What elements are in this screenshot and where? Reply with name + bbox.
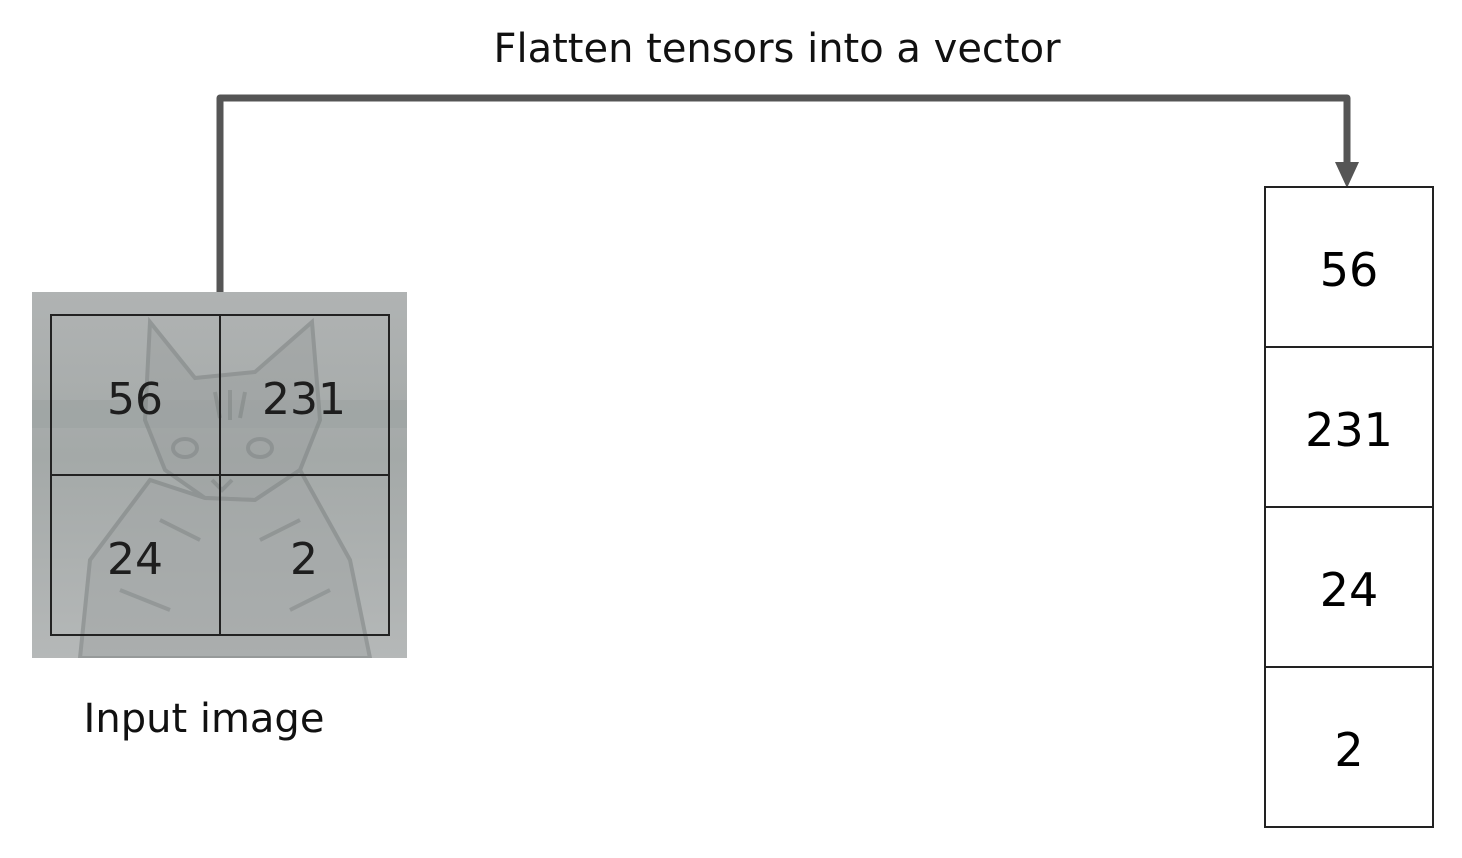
flatten-arrow [220, 98, 1359, 292]
output-vector: 56 231 24 2 [1265, 187, 1433, 827]
vector-cell-value: 56 [1320, 243, 1379, 297]
grid-cell-value: 56 [107, 374, 163, 425]
grid-cell-value: 231 [262, 374, 346, 425]
grid-cell-value: 2 [290, 534, 318, 585]
grid-cell-value: 24 [107, 534, 163, 585]
input-image-label: Input image [84, 696, 325, 742]
diagram-title: Flatten tensors into a vector [493, 26, 1061, 72]
vector-cell-value: 2 [1334, 723, 1363, 777]
vector-cell-value: 24 [1320, 563, 1379, 617]
vector-cell-value: 231 [1305, 403, 1393, 457]
